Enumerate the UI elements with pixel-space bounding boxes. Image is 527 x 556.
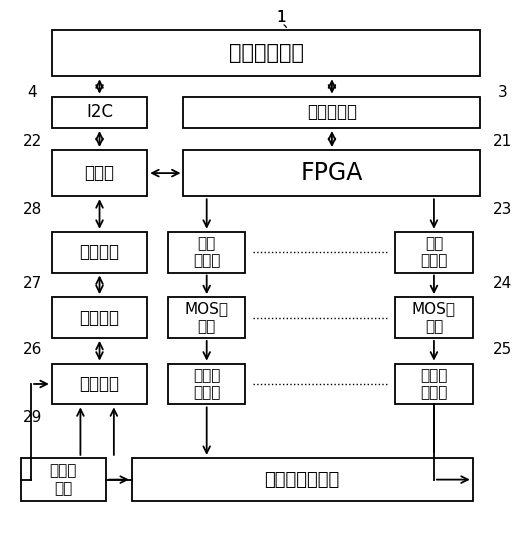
Text: 计算电路: 计算电路 — [80, 243, 120, 261]
Bar — [52, 30, 481, 76]
Text: MOS管
电路: MOS管 电路 — [184, 301, 229, 334]
Bar — [395, 297, 473, 338]
Text: 阻抗匹
配电路: 阻抗匹 配电路 — [420, 368, 447, 400]
Text: 22: 22 — [23, 135, 42, 149]
Text: 选通开关: 选通开关 — [80, 375, 120, 393]
Text: 1: 1 — [277, 10, 286, 25]
Text: 28: 28 — [23, 202, 42, 217]
Text: 电流
驱动源: 电流 驱动源 — [193, 236, 220, 269]
Bar — [52, 232, 148, 272]
Bar — [52, 150, 148, 196]
Bar — [168, 297, 246, 338]
Text: 1: 1 — [277, 10, 286, 25]
Text: 自定义总线: 自定义总线 — [307, 103, 357, 121]
Bar — [132, 458, 473, 502]
Bar — [168, 364, 246, 404]
Text: 26: 26 — [23, 342, 42, 358]
Text: 阻抗匹
配电路: 阻抗匹 配电路 — [193, 368, 220, 400]
Bar — [52, 97, 148, 128]
Text: 发射板
电源: 发射板 电源 — [50, 463, 77, 496]
Text: 21: 21 — [493, 135, 512, 149]
Text: 25: 25 — [493, 342, 512, 358]
Bar — [183, 150, 481, 196]
Bar — [168, 232, 246, 272]
Bar — [183, 97, 481, 128]
Bar — [52, 297, 148, 338]
Text: 27: 27 — [23, 276, 42, 291]
Text: 超声换能器阵列: 超声换能器阵列 — [265, 470, 340, 489]
Text: 电流
驱动源: 电流 驱动源 — [420, 236, 447, 269]
Text: 采样电路: 采样电路 — [80, 309, 120, 326]
Bar — [52, 364, 148, 404]
Text: 3: 3 — [497, 85, 508, 100]
Bar — [395, 364, 473, 404]
Text: 单片机: 单片机 — [84, 164, 114, 182]
Text: I2C: I2C — [86, 103, 113, 121]
Text: 管理控制电路: 管理控制电路 — [229, 43, 304, 63]
Bar — [21, 458, 106, 502]
Text: 23: 23 — [493, 202, 512, 217]
Bar — [395, 232, 473, 272]
Text: MOS管
电路: MOS管 电路 — [412, 301, 456, 334]
Text: 24: 24 — [493, 276, 512, 291]
Text: FPGA: FPGA — [301, 161, 363, 185]
Text: 4: 4 — [27, 85, 37, 100]
Text: 29: 29 — [23, 410, 42, 425]
